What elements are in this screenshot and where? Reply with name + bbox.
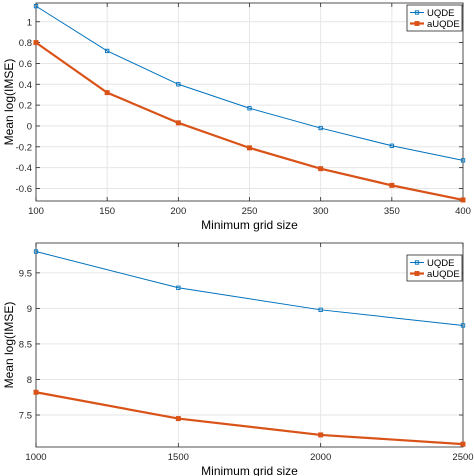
x-tick-label: 250 — [242, 206, 258, 217]
x-tick-label: 2500 — [452, 452, 473, 463]
y-tick-label: 0.6 — [19, 59, 32, 70]
y-tick-label: 7.5 — [19, 411, 32, 422]
legend-label-auqde: aUQDE — [427, 19, 460, 30]
legend-box — [406, 4, 463, 32]
data-point-uqde — [105, 48, 110, 54]
x-axis-label: Minimum grid size — [201, 464, 298, 476]
legend-box — [406, 254, 463, 282]
y-tick-label: 9 — [27, 304, 32, 315]
data-point-uqde — [33, 249, 39, 254]
legend-swatch-marker — [414, 21, 420, 26]
x-tick-label: 300 — [313, 206, 329, 217]
legend-swatch-marker — [414, 10, 420, 15]
y-tick-label: 0.2 — [19, 101, 32, 112]
y-axis-label: Mean log(IMSE) — [2, 302, 16, 389]
legend-swatch-marker — [414, 271, 420, 276]
series-line-uqde — [35, 5, 464, 161]
data-point-uqde — [176, 285, 181, 290]
data-point-uqde — [460, 158, 466, 163]
data-point-uqde — [318, 125, 323, 131]
y-tick-label: 0.8 — [19, 38, 32, 49]
data-point-auqde — [460, 441, 466, 447]
data-point-uqde — [460, 323, 466, 328]
chart-panel-2: 1000 1500 2000 2500 7.5 8 8.5 9 9.5 Minimum grid … — [2, 242, 474, 476]
data-point-auqde — [33, 389, 39, 395]
x-tick-label: 2000 — [310, 452, 331, 463]
x-tick-label: 1500 — [168, 452, 189, 463]
data-point-auqde — [33, 40, 39, 46]
axes-box — [35, 242, 464, 448]
data-point-auqde — [104, 90, 110, 96]
data-point-auqde — [318, 166, 324, 172]
data-point-uqde — [176, 82, 181, 87]
x-tick-label: 350 — [384, 206, 400, 217]
y-tick-label: -0.6 — [16, 184, 32, 195]
y-tick-label: 0.4 — [19, 80, 32, 91]
data-point-uqde — [389, 143, 394, 148]
y-tick-label: 8 — [27, 375, 32, 386]
y-tick-label: -0.2 — [16, 142, 32, 153]
x-axis-label: Minimum grid size — [201, 218, 298, 232]
data-point-uqde — [33, 3, 39, 9]
x-tick-label: 150 — [99, 206, 115, 217]
data-point-uqde — [247, 106, 252, 111]
legend-label-uqde: UQDE — [427, 258, 454, 269]
y-tick-label: 1 — [27, 17, 32, 28]
y-tick-label: 8.5 — [19, 339, 32, 350]
data-point-auqde — [175, 416, 181, 422]
x-tick-label: 400 — [455, 206, 471, 217]
y-tick-label: 0 — [27, 121, 32, 132]
legend-swatch-marker — [414, 260, 420, 265]
data-point-auqde — [389, 182, 395, 188]
data-point-auqde — [318, 432, 324, 438]
data-point-auqde — [175, 120, 181, 126]
y-axis-label: Mean log(IMSE) — [2, 59, 16, 146]
chart-panel-1: 100 150 200 250 300 350 400 -0.6 -0.4 -0.2 0 0.2 0.4… — [2, 2, 471, 232]
x-tick-label: 100 — [28, 206, 44, 217]
x-tick-label: 200 — [170, 206, 186, 217]
plot-area — [36, 243, 463, 447]
data-point-auqde — [460, 197, 466, 203]
data-point-uqde — [318, 307, 323, 312]
series-line-uqde — [35, 251, 464, 326]
x-tick-label: 1000 — [25, 452, 46, 463]
legend-label-auqde: aUQDE — [427, 269, 460, 280]
legend-label-uqde: UQDE — [427, 8, 454, 19]
series-line-auqde — [35, 391, 464, 446]
data-point-auqde — [247, 145, 252, 151]
y-tick-label: 9.5 — [19, 268, 32, 279]
y-tick-label: -0.4 — [16, 163, 32, 174]
